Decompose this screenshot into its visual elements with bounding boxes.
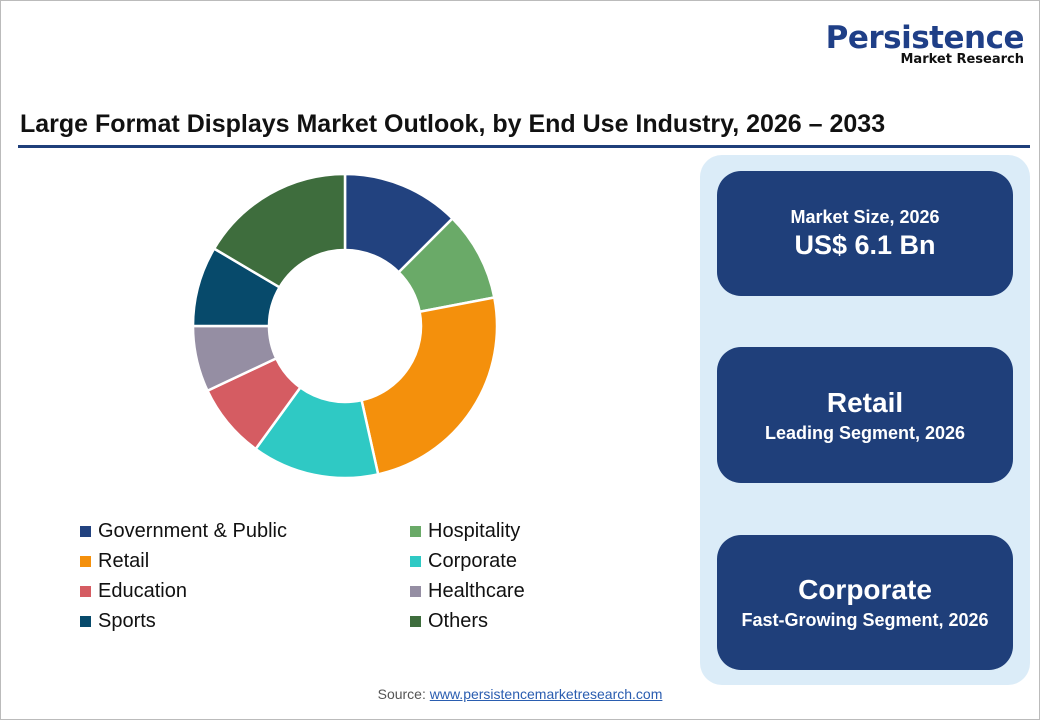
leading-segment-card: Retail Leading Segment, 2026 <box>717 347 1013 483</box>
donut-slice-retail <box>360 296 499 476</box>
legend-swatch <box>410 615 421 627</box>
legend-swatch <box>80 525 91 537</box>
legend-label: Healthcare <box>428 579 525 602</box>
legend-item: Healthcare <box>410 580 610 602</box>
fast-growing-label: Fast-Growing Segment, 2026 <box>741 610 989 630</box>
leading-segment-label: Leading Segment, 2026 <box>764 422 966 443</box>
legend-swatch <box>80 585 91 597</box>
legend-swatch <box>410 585 421 597</box>
donut-chart <box>191 172 499 480</box>
market-size-value: US$ 6.1 Bn <box>794 229 936 260</box>
title-divider <box>18 145 1030 148</box>
fast-growing-card: Corporate Fast-Growing Segment, 2026 <box>717 535 1013 670</box>
legend-label: Sports <box>98 609 156 632</box>
legend: Government & Public Hospitality Retail Corp… <box>80 520 610 632</box>
legend-label: Retail <box>98 549 150 572</box>
legend-item: Corporate <box>410 550 610 572</box>
legend-label: Others <box>428 609 489 632</box>
logo: Persistence Market Research <box>825 20 1025 67</box>
legend-item: Hospitality <box>410 520 610 542</box>
legend-item: Government & Public <box>80 520 410 542</box>
donut-slice-others <box>212 172 347 290</box>
legend-item: Others <box>410 610 610 632</box>
legend-label: Education <box>98 579 187 602</box>
legend-item: Sports <box>80 610 410 632</box>
legend-label: Corporate <box>428 549 517 572</box>
legend-item: Education <box>80 580 410 602</box>
legend-swatch <box>410 525 421 537</box>
legend-label: Hospitality <box>428 519 521 542</box>
logo-subtitle: Market Research <box>900 52 1025 67</box>
source-line: Source: www.persistencemarketresearch.co… <box>0 686 1040 702</box>
legend-swatch <box>80 615 91 627</box>
fast-growing-value: Corporate <box>798 574 932 605</box>
legend-label: Government & Public <box>98 519 287 542</box>
logo-name: Persistence <box>825 20 1025 56</box>
legend-swatch <box>80 555 91 567</box>
legend-swatch <box>410 555 421 567</box>
legend-item: Retail <box>80 550 410 572</box>
leading-segment-value: Retail <box>826 386 904 418</box>
market-size-card: Market Size, 2026 US$ 6.1 Bn <box>717 171 1013 296</box>
source-link[interactable]: www.persistencemarketresearch.com <box>429 686 663 702</box>
chart-title: Large Format Displays Market Outlook, by… <box>20 110 886 138</box>
source-label: Source: <box>377 686 430 702</box>
market-size-label: Market Size, 2026 <box>790 206 940 227</box>
